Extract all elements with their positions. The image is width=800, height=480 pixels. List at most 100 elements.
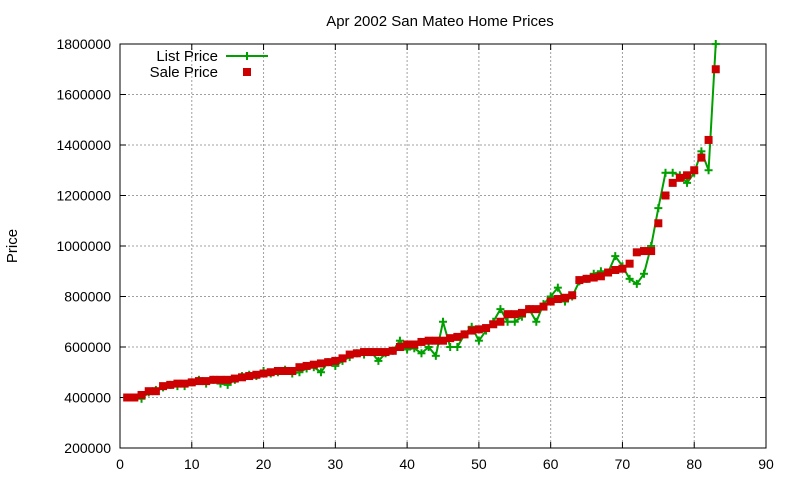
sale-price-point — [130, 393, 139, 402]
legend-swatch-sale-price — [243, 68, 251, 76]
list-price-point — [503, 317, 512, 326]
sale-price-point — [611, 265, 620, 274]
list-price-point — [683, 178, 692, 187]
sale-price-point — [496, 317, 505, 326]
list-price-point — [654, 204, 663, 213]
sale-price-point — [431, 336, 440, 345]
sale-price-point — [690, 166, 699, 175]
list-price-point — [632, 279, 641, 288]
sale-price-point — [137, 390, 146, 399]
sale-price-point — [216, 375, 225, 384]
sale-price-point — [302, 361, 311, 370]
y-axis-label: Price — [4, 229, 21, 263]
y-tick-label: 200000 — [64, 440, 111, 456]
list-price-point — [446, 343, 455, 351]
list-price-point — [316, 368, 325, 377]
sale-price-point — [639, 247, 648, 256]
sale-price-point — [424, 336, 433, 345]
list-price-point — [532, 317, 541, 326]
x-tick-label: 10 — [184, 456, 200, 472]
list-price-point — [553, 283, 562, 292]
sale-price-point — [259, 369, 268, 378]
y-tick-label: 1800000 — [56, 36, 111, 52]
y-tick-label: 1200000 — [56, 188, 111, 204]
sale-price-point — [654, 219, 663, 228]
sale-price-point — [561, 293, 570, 302]
sale-price-point — [625, 259, 634, 268]
sale-price-point — [202, 377, 211, 386]
x-tick-label: 50 — [471, 456, 487, 472]
sale-price-point — [553, 295, 562, 304]
sale-price-point — [223, 375, 232, 384]
sale-price-point — [273, 366, 282, 375]
sale-price-point — [417, 337, 426, 346]
sale-price-point — [453, 332, 462, 341]
x-tick-label: 80 — [686, 456, 702, 472]
sale-price-point — [467, 326, 476, 335]
sale-price-point — [374, 348, 383, 357]
list-price-point — [374, 356, 383, 365]
sale-price-point — [668, 178, 677, 187]
sale-price-point — [460, 330, 469, 339]
sale-price-point — [194, 377, 203, 386]
sale-price-point — [266, 368, 275, 377]
list-price-point — [704, 166, 713, 175]
list-price-point — [661, 168, 670, 177]
sale-price-point — [180, 379, 189, 388]
y-tick-label: 800000 — [64, 289, 111, 305]
list-price-point — [439, 317, 447, 326]
sale-price-point — [209, 375, 218, 384]
sale-price-point — [309, 360, 318, 369]
y-tick-label: 600000 — [64, 339, 111, 355]
sale-price-point — [316, 359, 325, 368]
chart-title: Apr 2002 San Mateo Home Prices — [326, 13, 554, 30]
list-price-point — [417, 349, 426, 358]
sale-price-point — [187, 378, 196, 387]
sale-price-point — [704, 135, 713, 144]
sale-price-point — [589, 273, 598, 282]
sale-price-point — [525, 305, 534, 314]
sale-price-point — [367, 348, 376, 357]
list-price-point — [711, 40, 720, 48]
sale-price-point — [331, 356, 340, 365]
sale-price-point — [352, 349, 361, 358]
sale-price-point — [683, 171, 692, 180]
sale-price-point — [151, 387, 160, 396]
sale-price-point — [173, 379, 182, 388]
list-price-point — [453, 343, 462, 351]
sale-price-point — [546, 297, 555, 306]
sale-price-point — [539, 302, 548, 311]
sale-price-point — [245, 372, 254, 381]
ticks: 0 10 20 30 40 50 60 70 80 90 200000 400000 600000 800… — [56, 36, 774, 472]
y-tick-label: 1000000 — [56, 238, 111, 254]
sale-price-point — [439, 336, 447, 345]
x-tick-label: 70 — [615, 456, 631, 472]
list-price-point — [625, 274, 634, 283]
sale-price-point — [482, 324, 491, 333]
sale-price-point — [360, 348, 369, 357]
sale-price-point — [159, 382, 168, 391]
sale-price-point — [575, 276, 584, 285]
sale-price-point — [596, 272, 605, 281]
legend-label-list-price: List Price — [156, 48, 218, 65]
legend-square — [243, 68, 251, 76]
sale-price-point — [388, 346, 397, 355]
sale-price-point — [281, 366, 290, 375]
sale-price-point — [166, 380, 175, 389]
sale-price-point — [604, 268, 613, 277]
sale-price-point — [568, 291, 577, 300]
sale-price-point — [403, 340, 412, 349]
legend: List Price Sale Price — [150, 48, 268, 81]
list-price-point — [474, 336, 483, 345]
sale-price-point — [618, 264, 627, 273]
series — [123, 40, 720, 403]
sale-price-point — [295, 363, 304, 372]
sale-price-point — [230, 374, 239, 383]
y-tick-label: 400000 — [64, 390, 111, 406]
sale-price-point — [661, 191, 670, 200]
sale-price-point — [123, 393, 132, 402]
sale-price-point — [345, 350, 354, 359]
sale-price-point — [395, 343, 404, 351]
sale-price-point — [647, 247, 656, 256]
sale-price-point — [252, 370, 261, 379]
